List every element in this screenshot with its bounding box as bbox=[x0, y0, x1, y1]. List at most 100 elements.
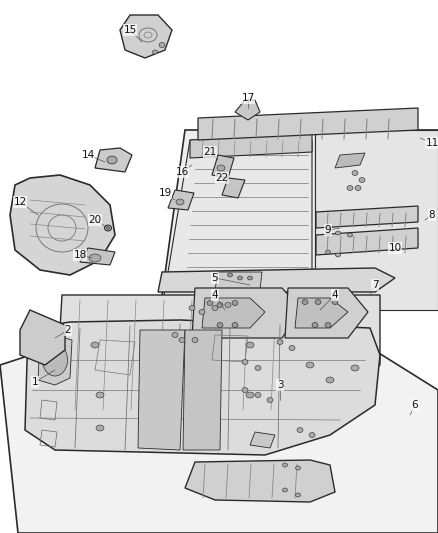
Polygon shape bbox=[25, 320, 380, 455]
Ellipse shape bbox=[277, 340, 283, 344]
Ellipse shape bbox=[336, 253, 340, 257]
Polygon shape bbox=[222, 178, 245, 198]
Ellipse shape bbox=[179, 337, 185, 343]
Text: 19: 19 bbox=[159, 188, 172, 198]
Ellipse shape bbox=[246, 342, 254, 348]
Ellipse shape bbox=[325, 229, 331, 233]
Ellipse shape bbox=[255, 392, 261, 398]
Polygon shape bbox=[10, 175, 115, 275]
Text: 16: 16 bbox=[175, 167, 189, 177]
Ellipse shape bbox=[309, 432, 315, 438]
Ellipse shape bbox=[159, 43, 165, 47]
Polygon shape bbox=[235, 100, 260, 120]
Ellipse shape bbox=[217, 322, 223, 327]
Ellipse shape bbox=[225, 303, 231, 308]
Ellipse shape bbox=[297, 427, 303, 432]
Ellipse shape bbox=[96, 392, 104, 398]
Text: 20: 20 bbox=[88, 215, 102, 225]
Text: 18: 18 bbox=[74, 250, 87, 260]
Ellipse shape bbox=[247, 276, 252, 280]
Polygon shape bbox=[192, 288, 302, 338]
Text: 15: 15 bbox=[124, 25, 137, 35]
Ellipse shape bbox=[91, 342, 99, 348]
Ellipse shape bbox=[267, 398, 273, 402]
Ellipse shape bbox=[347, 185, 353, 190]
Polygon shape bbox=[190, 134, 312, 158]
Polygon shape bbox=[168, 190, 194, 210]
Ellipse shape bbox=[105, 225, 112, 231]
Ellipse shape bbox=[351, 365, 359, 371]
Ellipse shape bbox=[96, 425, 104, 431]
Polygon shape bbox=[315, 130, 438, 310]
Text: 4: 4 bbox=[332, 290, 338, 300]
Ellipse shape bbox=[232, 322, 238, 327]
Ellipse shape bbox=[217, 303, 223, 308]
Polygon shape bbox=[0, 280, 438, 533]
Text: 4: 4 bbox=[212, 290, 218, 300]
Text: 1: 1 bbox=[32, 377, 38, 387]
Ellipse shape bbox=[189, 305, 195, 311]
Polygon shape bbox=[38, 335, 72, 385]
Text: 14: 14 bbox=[81, 150, 95, 160]
Text: 5: 5 bbox=[212, 273, 218, 283]
Ellipse shape bbox=[152, 50, 158, 54]
Polygon shape bbox=[335, 153, 365, 168]
Polygon shape bbox=[55, 295, 380, 415]
Polygon shape bbox=[250, 432, 275, 448]
Polygon shape bbox=[20, 310, 65, 365]
Ellipse shape bbox=[302, 300, 308, 304]
Ellipse shape bbox=[283, 488, 287, 492]
Ellipse shape bbox=[176, 199, 184, 205]
Text: 8: 8 bbox=[429, 210, 435, 220]
Ellipse shape bbox=[352, 171, 358, 175]
Text: 12: 12 bbox=[14, 197, 27, 207]
Text: 3: 3 bbox=[277, 380, 283, 390]
Ellipse shape bbox=[255, 366, 261, 370]
Ellipse shape bbox=[283, 463, 287, 467]
Polygon shape bbox=[95, 148, 132, 172]
Ellipse shape bbox=[355, 185, 361, 190]
Polygon shape bbox=[198, 108, 418, 140]
Polygon shape bbox=[163, 140, 312, 302]
Ellipse shape bbox=[232, 301, 238, 305]
Ellipse shape bbox=[347, 233, 353, 237]
Text: 22: 22 bbox=[215, 173, 229, 183]
Polygon shape bbox=[185, 460, 335, 502]
Ellipse shape bbox=[325, 250, 331, 254]
Text: 21: 21 bbox=[203, 147, 217, 157]
Ellipse shape bbox=[107, 156, 117, 164]
Ellipse shape bbox=[242, 387, 248, 392]
Polygon shape bbox=[212, 155, 234, 178]
Polygon shape bbox=[215, 272, 262, 290]
Ellipse shape bbox=[217, 165, 225, 171]
Ellipse shape bbox=[296, 466, 300, 470]
Ellipse shape bbox=[296, 493, 300, 497]
Ellipse shape bbox=[325, 322, 331, 327]
Ellipse shape bbox=[172, 333, 178, 337]
Ellipse shape bbox=[42, 344, 67, 376]
Ellipse shape bbox=[315, 300, 321, 304]
Ellipse shape bbox=[332, 300, 338, 304]
Ellipse shape bbox=[242, 359, 248, 365]
Text: 6: 6 bbox=[412, 400, 418, 410]
Ellipse shape bbox=[336, 231, 340, 235]
Ellipse shape bbox=[227, 273, 233, 277]
Ellipse shape bbox=[237, 276, 243, 280]
Polygon shape bbox=[138, 330, 185, 450]
Polygon shape bbox=[120, 15, 172, 58]
Polygon shape bbox=[202, 298, 265, 328]
Polygon shape bbox=[158, 268, 395, 292]
Text: 17: 17 bbox=[241, 93, 254, 103]
Polygon shape bbox=[316, 228, 418, 255]
Ellipse shape bbox=[192, 337, 198, 343]
Text: 2: 2 bbox=[65, 325, 71, 335]
Polygon shape bbox=[295, 298, 348, 328]
Ellipse shape bbox=[326, 377, 334, 383]
Ellipse shape bbox=[199, 310, 205, 314]
Ellipse shape bbox=[359, 177, 365, 182]
Text: 10: 10 bbox=[389, 243, 402, 253]
Ellipse shape bbox=[246, 392, 254, 398]
Ellipse shape bbox=[289, 345, 295, 351]
Text: 11: 11 bbox=[425, 138, 438, 148]
Polygon shape bbox=[316, 206, 418, 228]
